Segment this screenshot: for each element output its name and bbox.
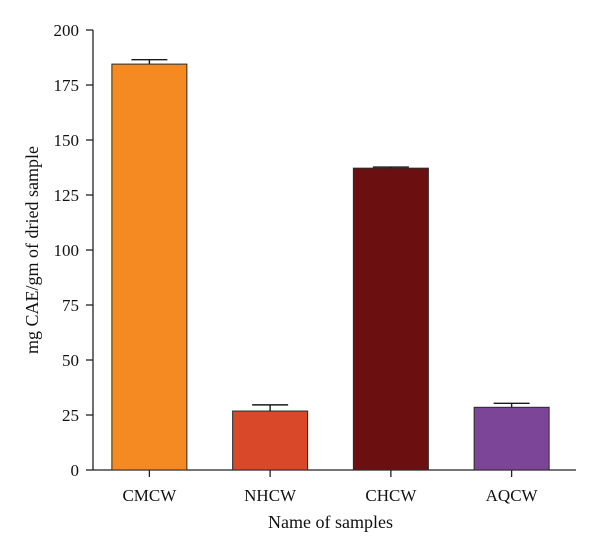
y-axis: 0 25 50 75 100 125 150 175 200 xyxy=(54,21,94,480)
y-tick-label: 75 xyxy=(62,296,79,315)
y-tick-label: 200 xyxy=(54,21,80,40)
y-tick-label: 0 xyxy=(71,461,80,480)
x-tick-label: CMCW xyxy=(122,486,177,505)
y-tick-label: 150 xyxy=(54,131,80,150)
y-tick-label: 50 xyxy=(62,351,79,370)
y-tick-label: 100 xyxy=(54,241,80,260)
bar-chcw xyxy=(352,167,429,471)
x-tick-label: AQCW xyxy=(486,486,539,505)
y-axis-title: mg CAE/gm of dried sample xyxy=(22,146,42,354)
bars xyxy=(111,63,550,471)
x-axis-title: Name of samples xyxy=(268,512,393,532)
x-axis: CMCW NHCW CHCW AQCW xyxy=(93,469,576,505)
bar-nhcw xyxy=(232,410,309,471)
x-tick-label: CHCW xyxy=(365,486,417,505)
y-tick-label: 25 xyxy=(62,406,79,425)
error-bars xyxy=(131,59,530,412)
bar-aqcw xyxy=(473,406,550,471)
y-tick-label: 175 xyxy=(54,76,80,95)
x-tick-label: NHCW xyxy=(244,486,297,505)
y-tick-label: 125 xyxy=(54,186,80,205)
bar-cmcw xyxy=(111,63,188,471)
